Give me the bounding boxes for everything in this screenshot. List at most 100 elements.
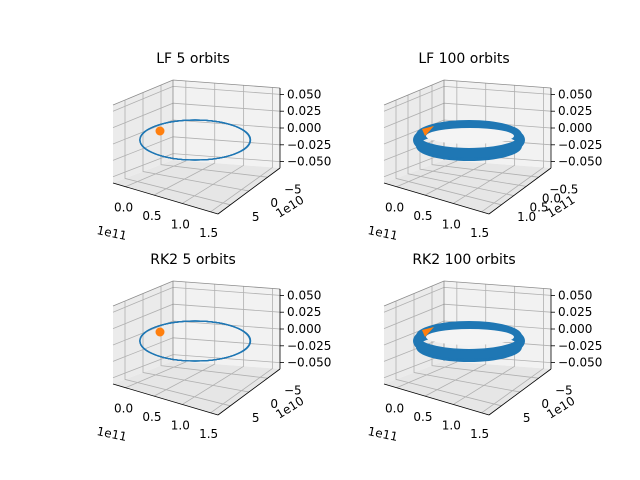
x-gridline (396, 80, 458, 188)
x-gridline (396, 281, 458, 389)
y-tick-label: 5 (252, 411, 260, 425)
x-offset-label: 1e11 (367, 223, 400, 243)
orbit-path (139, 119, 252, 161)
y-gridline (431, 85, 539, 178)
x-gridline (481, 288, 544, 414)
axes-box (112, 280, 284, 416)
axes-box (383, 280, 555, 416)
x-tick-label: 1.5 (470, 427, 489, 441)
x-gridline (182, 85, 245, 204)
subplot-title: RK2 100 orbits (412, 252, 515, 268)
x-tick-labels: 0.0 0.5 1.0 1.5 (385, 201, 489, 240)
x-tick-label: 0.0 (114, 402, 133, 416)
x-gridline (453, 286, 516, 405)
y-gridline (160, 286, 268, 379)
x-tick-label: 1.5 (199, 427, 218, 441)
z-tick-label: −0.025 (558, 138, 602, 152)
x-tick-label: 0.5 (413, 209, 432, 223)
subplot-lf-5-orbits: LF 5 orbits 0.050 0.025 0.000 −0.025 −0.… (96, 51, 332, 243)
z-tick-label: −0.050 (287, 155, 331, 169)
x-axis-line (112, 182, 219, 215)
z-tick-label: 0.050 (287, 87, 321, 101)
x-axis-line (383, 383, 490, 416)
z-tick-label: −0.050 (287, 356, 331, 370)
y-tick-label: 0.5 (529, 201, 548, 215)
x-tick-label: 1.0 (171, 217, 190, 231)
x-tick-label: 0.5 (142, 410, 161, 424)
y-tick-label: 1.0 (517, 210, 536, 224)
z-tick-label: 0.050 (558, 288, 592, 302)
y-gridline (395, 100, 502, 206)
x-tick-label: 0.0 (385, 402, 404, 416)
y-tick-labels: −5 0 5 (523, 383, 573, 425)
z-tick-label: 0.050 (287, 288, 321, 302)
x-tick-label: 0.0 (114, 201, 133, 215)
z-tick-label: 0.025 (558, 305, 592, 319)
y-axis-line (217, 368, 281, 416)
x-tick-label: 1.5 (199, 226, 218, 240)
x-offset-label: 1e11 (96, 424, 129, 444)
subplot-rk2-5-orbits: RK2 5 orbits 0.050 0.025 0.000 −0.025 −0… (96, 252, 332, 444)
x-tick-labels: 0.0 0.5 1.0 1.5 (114, 201, 218, 240)
z-tick-labels: 0.050 0.025 0.000 −0.025 −0.050 (558, 288, 602, 369)
y-tick-label: 5 (252, 210, 260, 224)
orbit-trajectory (139, 119, 252, 161)
y-tick-label: −5 (284, 383, 302, 397)
z-tick-label: −0.025 (558, 339, 602, 353)
axes-box (112, 79, 284, 215)
y-offset-label: 1e10 (273, 193, 306, 221)
y-offset-label: 1e10 (273, 394, 306, 422)
y-gridline (431, 286, 539, 379)
z-tick-label: 0.000 (558, 322, 592, 336)
x-axis-line (383, 182, 490, 215)
y-tick-labels: −0.5 0.0 0.5 1.0 (517, 182, 578, 224)
x-offset-label: 1e11 (96, 223, 129, 243)
z-tick-label: 0.025 (558, 104, 592, 118)
x-gridline (182, 286, 245, 405)
y-tick-label: −5 (555, 383, 573, 397)
start-marker (155, 327, 165, 337)
z-tick-label: 0.000 (558, 121, 592, 135)
y-tick-label: −5 (284, 182, 302, 196)
y-axis-line (217, 167, 281, 215)
x-tick-label: 0.0 (385, 201, 404, 215)
z-tick-labels: 0.050 0.025 0.000 −0.025 −0.050 (558, 87, 602, 168)
subplot-title: LF 5 orbits (156, 51, 230, 67)
y-axis-line (488, 368, 552, 416)
z-tick-label: −0.050 (558, 155, 602, 169)
z-tick-label: 0.000 (287, 322, 321, 336)
z-tick-label: −0.050 (558, 356, 602, 370)
x-tick-label: 1.0 (171, 418, 190, 432)
x-gridline (481, 87, 544, 213)
orbit-path (139, 320, 252, 362)
z-tick-label: −0.025 (287, 138, 331, 152)
y-tick-label: 0.0 (542, 191, 561, 205)
orbit-path (413, 122, 525, 158)
x-gridline (210, 87, 273, 213)
z-tick-label: −0.025 (287, 339, 331, 353)
x-gridline (125, 281, 187, 389)
x-tick-label: 0.5 (413, 410, 432, 424)
orbit-path (413, 323, 525, 359)
x-tick-labels: 0.0 0.5 1.0 1.5 (385, 402, 489, 441)
y-tick-label: 0 (541, 397, 549, 411)
y-gridline (124, 100, 231, 206)
axes-box (383, 79, 555, 215)
y-tick-label: 5 (523, 411, 531, 425)
x-offset-label: 1e11 (367, 424, 400, 444)
y-gridline (407, 95, 514, 196)
orbit-trajectory (139, 320, 252, 362)
y-gridline (142, 293, 250, 393)
y-gridline (419, 90, 527, 187)
x-tick-label: 1.5 (470, 226, 489, 240)
x-tick-label: 1.0 (442, 217, 461, 231)
orbit-trajectory (413, 321, 525, 362)
start-marker (422, 327, 434, 337)
y-gridline (124, 301, 231, 407)
y-gridline (160, 85, 268, 178)
x-gridline (424, 83, 487, 196)
z-tick-label: 0.050 (558, 87, 592, 101)
y-axis-line (488, 167, 552, 215)
subplot-title: RK2 5 orbits (150, 252, 236, 268)
orbit-inner-gap (426, 329, 514, 345)
